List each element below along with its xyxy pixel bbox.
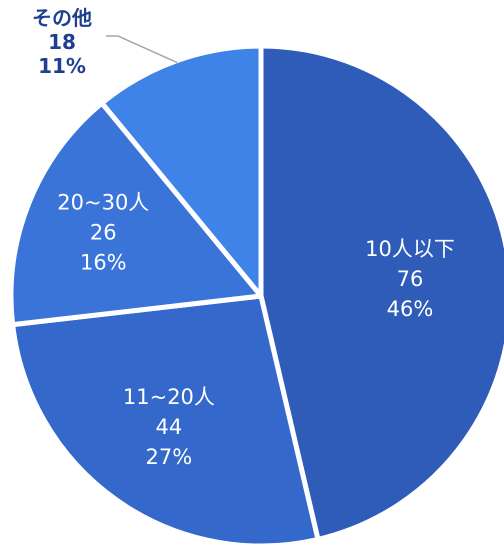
slice-category-label: 11~20人 xyxy=(123,385,215,409)
slice-percent-label: 27% xyxy=(146,445,193,469)
slice-value-label: 44 xyxy=(156,415,183,439)
slice-category-label: その他 xyxy=(32,6,92,30)
pie-slice xyxy=(8,100,264,328)
slice-category-label: 20~30人 xyxy=(57,191,149,215)
pie-slices xyxy=(8,43,504,548)
leader-lines xyxy=(106,35,178,64)
slice-value-label: 76 xyxy=(397,267,424,291)
slice-percent-label: 46% xyxy=(387,297,434,321)
slice-value-label: 26 xyxy=(90,221,117,245)
pie-slice xyxy=(10,293,321,548)
slice-percent-label: 16% xyxy=(80,251,127,275)
slice-category-label: 10人以下 xyxy=(365,237,455,261)
slice-percent-label: 11% xyxy=(38,54,86,78)
slice-value-label: 18 xyxy=(48,30,76,54)
pie-slice xyxy=(99,43,264,299)
leader-line xyxy=(106,35,178,64)
pie-slice xyxy=(258,43,504,542)
